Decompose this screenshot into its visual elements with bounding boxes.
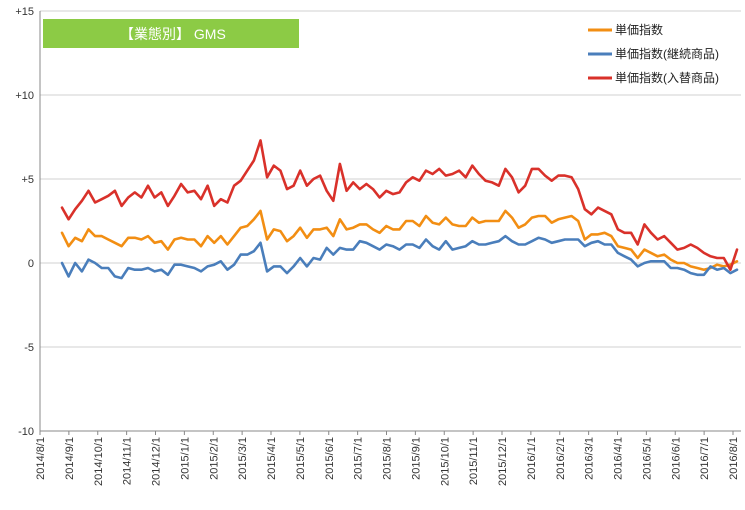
y-tick-label: -5 bbox=[24, 342, 34, 354]
series-line bbox=[60, 209, 739, 272]
series-line bbox=[60, 234, 739, 280]
x-tick-label: 2016/8/1 bbox=[728, 437, 740, 480]
x-tick-label: 2015/7/1 bbox=[353, 437, 365, 480]
x-tick-labels: 2014/8/1 2014/9/1 2014/10/1 2014/11/1 2014/1… bbox=[35, 437, 740, 486]
x-tick-label: 2014/11/1 bbox=[122, 437, 134, 485]
x-tick-label: 2016/2/1 bbox=[555, 437, 567, 480]
x-tick-label: 2015/5/1 bbox=[295, 437, 307, 480]
legend-label: 単価指数 bbox=[615, 22, 663, 37]
axes bbox=[39, 11, 741, 435]
y-tick-label: 0 bbox=[28, 258, 34, 270]
title-banner: 【業態別】 GMS bbox=[43, 19, 299, 48]
legend-label: 単価指数(継続商品) bbox=[615, 46, 719, 61]
x-tick-label: 2015/12/1 bbox=[497, 437, 509, 486]
y-tick-label: +10 bbox=[15, 90, 34, 102]
y-tick-label: +15 bbox=[15, 6, 34, 18]
x-tick-label: 2015/3/1 bbox=[237, 437, 249, 480]
x-tick-label: 2016/5/1 bbox=[641, 437, 653, 480]
chart-title: 【業態別】 GMS bbox=[120, 26, 226, 42]
x-tick-label: 2016/4/1 bbox=[613, 437, 625, 480]
x-tick-label: 2015/6/1 bbox=[324, 437, 336, 480]
series-line bbox=[60, 139, 739, 272]
x-tick-label: 2015/4/1 bbox=[266, 437, 278, 480]
x-tick-label: 2015/11/1 bbox=[468, 437, 480, 485]
x-tick-label: 2015/10/1 bbox=[439, 437, 451, 486]
x-tick-label: 2016/6/1 bbox=[670, 437, 682, 480]
title-banner-background bbox=[43, 19, 299, 48]
x-tick-label: 2016/7/1 bbox=[699, 437, 711, 480]
y-tick-label: +5 bbox=[21, 174, 34, 186]
x-tick-label: 2014/8/1 bbox=[35, 437, 47, 480]
x-tick-label: 2015/2/1 bbox=[208, 437, 220, 480]
x-tick-label: 2014/9/1 bbox=[64, 437, 76, 480]
x-tick-label: 2014/10/1 bbox=[93, 437, 105, 486]
x-tick-label: 2016/1/1 bbox=[526, 437, 538, 480]
series-lines bbox=[60, 139, 739, 280]
x-tick-label: 2015/8/1 bbox=[382, 437, 394, 480]
y-tick-labels: +15 +10 +5 0 -5 -10 bbox=[15, 6, 34, 438]
x-tick-label: 2014/12/1 bbox=[151, 437, 163, 486]
legend-label: 単価指数(入替商品) bbox=[615, 70, 719, 85]
y-tick-label: -10 bbox=[18, 426, 34, 438]
x-tick-label: 2016/3/1 bbox=[584, 437, 596, 480]
x-tick-label: 2015/1/1 bbox=[179, 437, 191, 480]
x-tick-label: 2015/9/1 bbox=[410, 437, 422, 480]
